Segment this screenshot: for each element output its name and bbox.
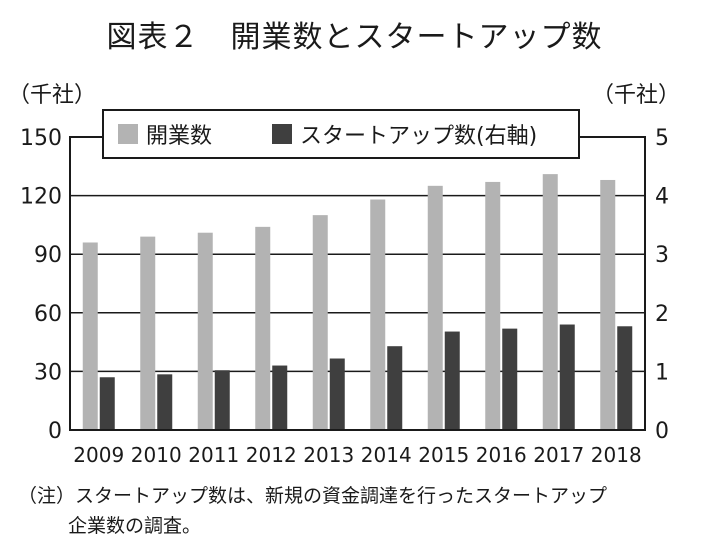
left-tick-label: 150 bbox=[20, 126, 62, 151]
left-axis-ticks: 0 30 60 90 120 150 bbox=[20, 126, 62, 444]
bar-openings bbox=[370, 199, 386, 430]
bar-openings bbox=[485, 181, 501, 430]
bar-openings bbox=[140, 236, 156, 430]
bar-startups bbox=[157, 374, 173, 430]
right-tick-label: 3 bbox=[655, 243, 669, 268]
bar-startups bbox=[387, 346, 403, 430]
left-tick-label: 120 bbox=[20, 185, 62, 210]
x-tick-label: 2011 bbox=[188, 443, 239, 467]
right-axis-ticks: 0 1 2 3 4 5 bbox=[655, 126, 669, 444]
legend-box bbox=[102, 109, 580, 159]
right-tick-label: 2 bbox=[655, 302, 669, 327]
x-tick-label: 2015 bbox=[418, 443, 469, 467]
bar-startups bbox=[502, 328, 518, 430]
bar-startups bbox=[99, 377, 115, 430]
chart-title: 図表２ 開業数とスタートアップ数 bbox=[106, 20, 603, 55]
bar-startups bbox=[329, 358, 345, 430]
gridlines bbox=[70, 194, 645, 373]
bar-openings bbox=[600, 179, 616, 430]
left-tick-label: 30 bbox=[34, 360, 62, 385]
bar-openings bbox=[312, 215, 328, 430]
x-tick-label: 2018 bbox=[591, 443, 642, 467]
legend-swatch-startups bbox=[272, 124, 292, 144]
legend-label-startups: スタートアップ数(右軸) bbox=[300, 124, 537, 149]
left-tick-label: 90 bbox=[34, 243, 62, 268]
legend-label-openings: 開業数 bbox=[146, 124, 212, 149]
x-tick-label: 2017 bbox=[533, 443, 584, 467]
x-tick-label: 2009 bbox=[73, 443, 124, 467]
footnote: （注）スタートアップ数は、新規の資金調達を行ったスタートアップ 企業数の調査。 bbox=[18, 481, 698, 541]
x-tick-label: 2013 bbox=[303, 443, 354, 467]
legend: 開業数 スタートアップ数(右軸) bbox=[102, 109, 580, 159]
left-axis-unit: （千社） bbox=[8, 83, 96, 108]
right-tick-label: 0 bbox=[655, 419, 669, 444]
right-tick-label: 1 bbox=[655, 360, 669, 385]
bar-startups bbox=[444, 331, 460, 430]
bar-startups bbox=[617, 326, 633, 430]
plot-frame bbox=[69, 136, 646, 431]
bar-startups bbox=[559, 324, 575, 430]
bar-startups bbox=[272, 365, 288, 430]
right-axis-unit: （千社） bbox=[592, 83, 680, 108]
left-tick-label: 0 bbox=[48, 419, 62, 444]
bar-openings bbox=[255, 226, 271, 430]
bar-openings bbox=[427, 185, 443, 430]
bars bbox=[82, 174, 633, 430]
x-axis-ticks: 2009 2010 2011 2012 2013 2014 2015 2016 2017 2018 bbox=[73, 443, 641, 467]
legend-swatch-openings bbox=[118, 124, 138, 144]
left-tick-label: 60 bbox=[34, 302, 62, 327]
footnote-line-1: （注）スタートアップ数は、新規の資金調達を行ったスタートアップ bbox=[18, 485, 608, 507]
x-tick-label: 2014 bbox=[361, 443, 412, 467]
bar-openings bbox=[197, 232, 213, 430]
x-tick-label: 2016 bbox=[476, 443, 527, 467]
x-tick-label: 2010 bbox=[131, 443, 182, 467]
right-tick-label: 5 bbox=[655, 126, 669, 151]
footnote-line-2: 企業数の調査。 bbox=[68, 515, 202, 537]
bar-openings bbox=[82, 242, 98, 430]
x-tick-label: 2012 bbox=[246, 443, 297, 467]
bar-startups bbox=[214, 370, 230, 430]
right-tick-label: 4 bbox=[655, 185, 669, 210]
bar-openings bbox=[542, 174, 558, 430]
